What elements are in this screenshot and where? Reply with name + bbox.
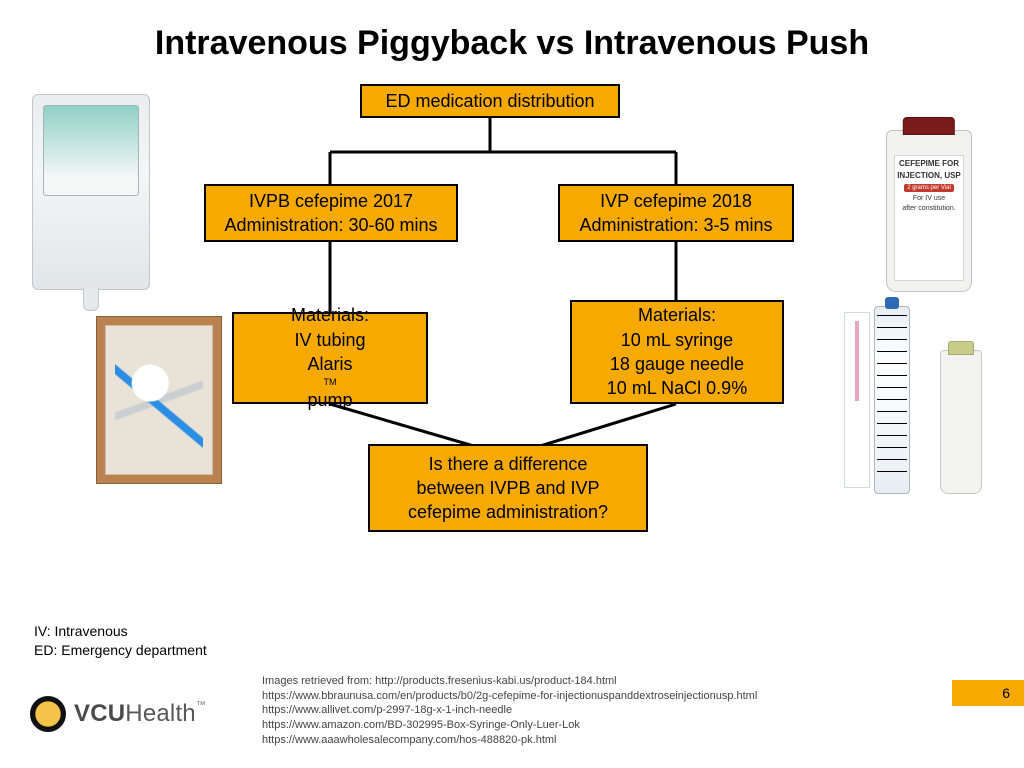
node-ed-distribution: ED medication distribution [360, 84, 620, 118]
node-text: IVP cefepime 2018 [600, 189, 752, 213]
saline-vial-icon [940, 350, 982, 494]
slide-title: Intravenous Piggyback vs Intravenous Pus… [0, 24, 1024, 63]
node-text: 10 mL NaCl 0.9% [607, 376, 747, 400]
image-syringe-kit [844, 306, 982, 494]
syringe-icon [874, 306, 910, 494]
node-text: ED medication distribution [385, 89, 594, 113]
node-text: IVPB cefepime 2017 [249, 189, 413, 213]
node-text: Materials: [638, 303, 716, 327]
node-question: Is there a difference between IVPB and I… [368, 444, 648, 532]
node-text: Materials: [291, 303, 369, 327]
vcu-seal-icon [30, 696, 66, 732]
node-text: 10 mL syringe [621, 328, 733, 352]
image-iv-tubing [96, 316, 222, 484]
node-text: Administration: 3-5 mins [579, 213, 772, 237]
vcu-health-logo: VCUHealth™ [30, 696, 206, 732]
image-iv-bag [32, 94, 150, 290]
node-materials-ivp: Materials: 10 mL syringe 18 gauge needle… [570, 300, 784, 404]
image-references: Images retrieved from: http://products.f… [262, 674, 757, 748]
node-text: between IVPB and IVP [416, 476, 599, 500]
node-text: IV tubing [294, 328, 365, 352]
brand-text: VCUHealth™ [74, 700, 206, 728]
abbr-line: IV: Intravenous [34, 622, 207, 641]
node-materials-ivpb: Materials: IV tubing AlarisTM pump [232, 312, 428, 404]
node-text: 18 gauge needle [610, 352, 744, 376]
abbreviations: IV: Intravenous ED: Emergency department [34, 622, 207, 660]
abbr-line: ED: Emergency department [34, 641, 207, 660]
node-text: AlarisTM pump [307, 352, 352, 413]
node-ivp-2018: IVP cefepime 2018 Administration: 3-5 mi… [558, 184, 794, 242]
needle-icon [844, 312, 870, 488]
node-text: cefepime administration? [408, 500, 608, 524]
page-number: 6 [952, 680, 1024, 706]
vial-label: CEFEPIME FOR INJECTION, USP 2 grams per … [894, 155, 964, 281]
slide: Intravenous Piggyback vs Intravenous Pus… [0, 0, 1024, 768]
node-text: Administration: 30-60 mins [224, 213, 437, 237]
image-cefepime-vial: CEFEPIME FOR INJECTION, USP 2 grams per … [886, 130, 972, 292]
node-text: Is there a difference [429, 452, 588, 476]
node-ivpb-2017: IVPB cefepime 2017 Administration: 30-60… [204, 184, 458, 242]
